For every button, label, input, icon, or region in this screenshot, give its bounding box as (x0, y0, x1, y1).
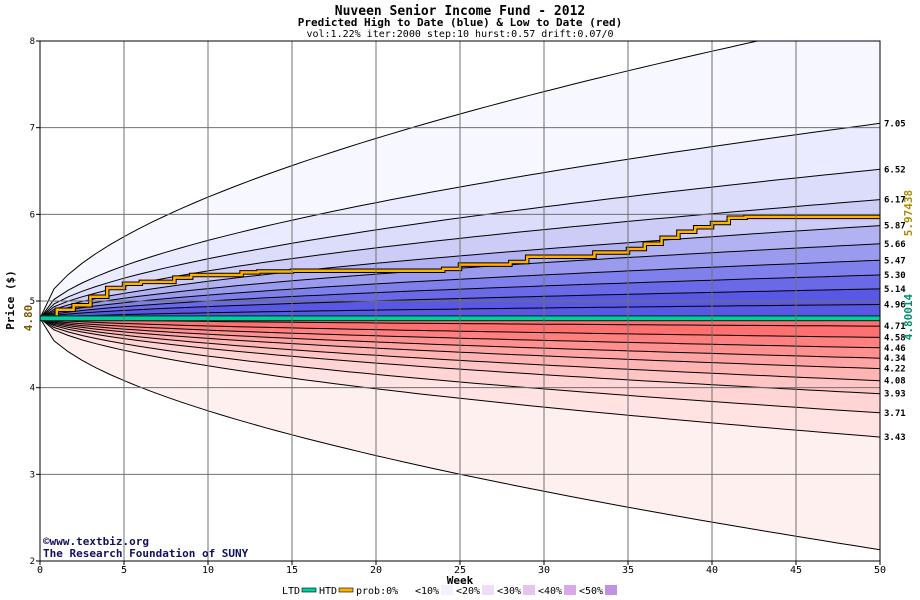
credit-site: ©www.textbiz.org (43, 535, 149, 548)
x-tick-label: 15 (286, 565, 298, 576)
chart-title: Nuveen Senior Income Fund - 2012 (335, 4, 585, 19)
y-tick-label: 4 (30, 384, 35, 394)
high-band-1 (40, 123, 880, 319)
high-quantile-label: 4.96 (884, 300, 906, 310)
y-tick-label: 3 (30, 470, 35, 480)
htd-line (40, 215, 880, 320)
x-tick-label: 35 (622, 565, 634, 576)
y-axis-title: Price ($) (4, 270, 17, 330)
legend-swatch-line (338, 587, 354, 593)
x-tick-label: 10 (202, 565, 214, 576)
legend-swatch (523, 585, 535, 595)
x-tick-label: 45 (790, 565, 802, 576)
high-quantile-label: 6.17 (884, 196, 906, 206)
x-tick-label: 0 (37, 565, 43, 576)
high-band-2 (40, 169, 880, 319)
high-band-3 (40, 199, 880, 319)
legend-label: prob:0% (356, 586, 398, 597)
low-quantile-label: 4.08 (884, 377, 906, 387)
low-quantile-label: 3.71 (884, 409, 906, 419)
high-quantile-label: 5.87 (884, 222, 906, 232)
credit-org: The Research Foundation of SUNY (43, 547, 249, 560)
legend-swatch (482, 585, 494, 595)
low-band-5 (40, 318, 880, 369)
legend-label: <10% (415, 586, 439, 597)
low-quantile-label: 4.22 (884, 365, 906, 375)
y-tick-label: 6 (30, 210, 35, 220)
high-quantile-label: 5.66 (884, 240, 906, 250)
legend-swatch-line (301, 587, 317, 593)
low-quantile-label: 4.58 (884, 333, 906, 343)
start-value-label: 4.80 (22, 305, 35, 332)
ltd-final-label: 4.80014 (902, 293, 915, 340)
x-axis-title: Week (447, 574, 474, 587)
legend-swatch (400, 585, 412, 595)
high-band-5 (40, 243, 880, 319)
x-tick-label: 40 (706, 565, 718, 576)
legend-swatch (605, 585, 617, 595)
high-quantile-label: 6.52 (884, 165, 906, 175)
x-tick-label: 20 (370, 565, 382, 576)
y-tick-label: 2 (30, 557, 35, 567)
low-band-2 (40, 318, 880, 413)
x-tick-label: 5 (121, 565, 127, 576)
chart-params: vol:1.22% iter:2000 step:10 hurst:0.57 d… (306, 29, 613, 40)
legend-swatch (441, 585, 453, 595)
htd-final-label: 5.97438 (902, 190, 915, 236)
low-quantile-label: 4.34 (884, 354, 906, 364)
high-quantile-label: 7.05 (884, 119, 906, 129)
high-band-6 (40, 260, 880, 319)
low-band-1 (40, 318, 880, 438)
x-tick-label: 30 (538, 565, 550, 576)
legend-swatch (564, 585, 576, 595)
high-quantile-label: 5.30 (884, 271, 906, 281)
legend-label: <20% (456, 586, 480, 597)
low-band-4 (40, 318, 880, 381)
y-tick-label: 7 (30, 124, 35, 134)
high-quantile-label: 5.14 (884, 285, 906, 295)
low-band-3 (40, 318, 880, 394)
high-quantile-label: 5.47 (884, 256, 906, 266)
x-tick-label: 25 (454, 565, 466, 576)
low-quantile-label: 4.46 (884, 344, 906, 354)
plot-area: 0 5 10 15 20 25 30 35 40 45 5023456787.056.526.175… (30, 37, 907, 576)
high-band-4 (40, 225, 880, 319)
chart-subtitle: Predicted High to Date (blue) & Low to D… (298, 16, 623, 29)
legend-label: <30% (497, 586, 521, 597)
low-quantile-label: 4.71 (884, 322, 906, 332)
legend-label: <50% (579, 586, 603, 597)
y-tick-label: 5 (30, 297, 35, 307)
low-quantile-label: 3.93 (884, 390, 906, 400)
legend-label: <40% (538, 586, 562, 597)
y-tick-label: 8 (30, 37, 35, 47)
low-quantile-label: 3.43 (884, 433, 906, 443)
x-tick-label: 50 (874, 565, 886, 576)
legend-label: LTD (282, 586, 300, 597)
legend-label: HTD (319, 586, 337, 597)
legend: LTD HTD prob:0% <10% <20% <30% <40% <50% (282, 585, 617, 597)
